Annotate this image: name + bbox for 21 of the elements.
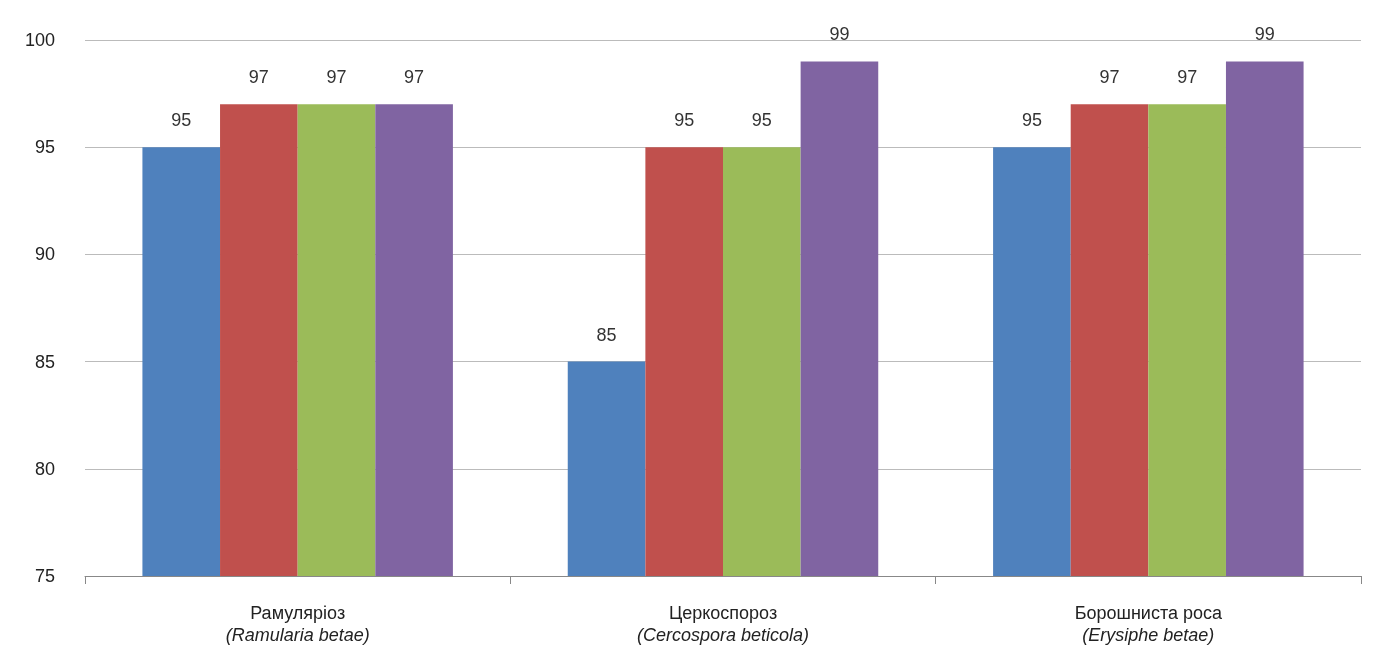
data-label: 95	[674, 110, 695, 131]
data-label: 97	[1177, 67, 1198, 88]
x-tick-label: Борошниста роса (Erysiphe betae)	[1074, 603, 1223, 645]
x-tick-label: Рамуляріоз (Ramularia betae)	[225, 603, 370, 645]
y-tick-label: 90	[34, 244, 55, 265]
data-label: 95	[751, 110, 772, 131]
y-tick-label: 95	[34, 137, 55, 158]
data-label: 97	[326, 67, 347, 88]
y-tick-label: 85	[34, 351, 55, 372]
y-tick-label: 100	[24, 30, 55, 50]
data-label: 99	[829, 24, 850, 45]
data-label: 97	[248, 67, 269, 88]
data-label: 85	[596, 324, 617, 345]
data-label: 99	[1254, 24, 1275, 45]
y-tick-label: 80	[34, 458, 55, 479]
data-label: 95	[171, 110, 192, 131]
data-label: 97	[404, 67, 425, 88]
y-tick-label: 75	[34, 566, 55, 586]
x-tick-label: Церкоспороз (Cercospora beticola)	[636, 603, 810, 645]
data-label: 95	[1021, 110, 1042, 131]
data-label: 97	[1099, 67, 1120, 88]
